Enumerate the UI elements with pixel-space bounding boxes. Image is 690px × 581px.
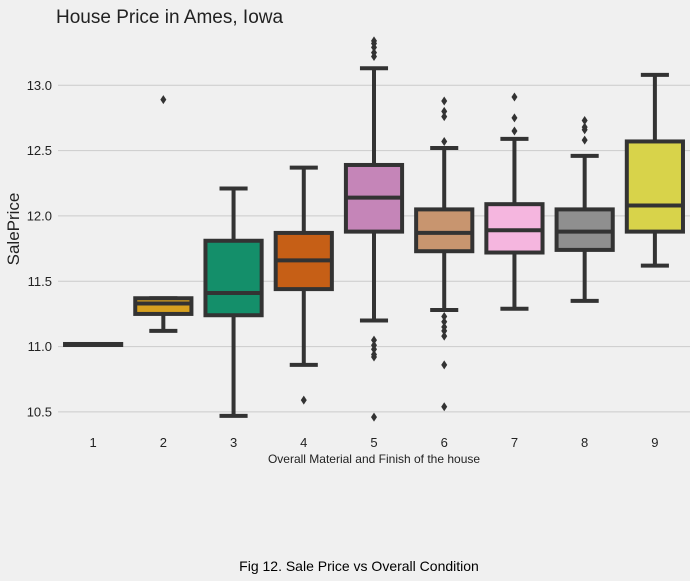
outlier-point xyxy=(441,360,448,370)
y-tick-label: 12.5 xyxy=(27,143,52,158)
x-tick-label: 2 xyxy=(160,435,167,450)
x-tick-label: 3 xyxy=(230,435,237,450)
box-body xyxy=(133,296,194,316)
outlier-point xyxy=(160,95,167,105)
y-axis-label: SalePrice xyxy=(4,193,23,266)
outlier-point xyxy=(441,112,448,122)
box-body xyxy=(624,139,685,234)
box-body xyxy=(203,238,264,318)
x-tick-label: 6 xyxy=(441,435,448,450)
outlier-point xyxy=(371,340,377,350)
outlier-point xyxy=(581,116,588,126)
figure-caption: Fig 12. Sale Price vs Overall Condition xyxy=(239,558,479,574)
outlier-point xyxy=(441,317,448,327)
outlier-point xyxy=(511,126,518,136)
y-tick-label: 10.5 xyxy=(27,404,52,419)
outlier-point xyxy=(371,349,377,359)
x-tick-label: 9 xyxy=(651,435,658,450)
outlier-point xyxy=(371,335,377,345)
y-tick-label: 11.0 xyxy=(28,339,52,354)
x-tick-label: 4 xyxy=(300,435,307,450)
outlier-point xyxy=(441,136,448,146)
outlier-point xyxy=(581,135,588,145)
outlier-point xyxy=(371,412,377,422)
chart-title: House Price in Ames, Iowa xyxy=(56,7,283,28)
outlier-point xyxy=(441,331,448,341)
box-body xyxy=(414,207,475,254)
outlier-point xyxy=(441,96,448,106)
y-tick-label: 12.0 xyxy=(27,208,52,223)
x-axis-label: Overall Material and Finish of the house xyxy=(268,452,480,466)
outlier-point xyxy=(511,113,518,123)
y-tick-label: 13.0 xyxy=(27,78,52,93)
outlier-point xyxy=(581,122,588,132)
outlier-point xyxy=(441,106,448,116)
outlier-point xyxy=(511,92,518,102)
outlier-point xyxy=(441,402,448,412)
outlier-point xyxy=(371,36,377,46)
outlier-point xyxy=(300,395,307,405)
x-tick-label: 5 xyxy=(370,435,377,450)
x-tick-label: 8 xyxy=(581,435,588,450)
y-tick-label: 11.5 xyxy=(28,274,52,289)
x-tick-label: 1 xyxy=(89,435,96,450)
boxplot-chart: House Price in Ames, Iowa 10.5 11.0 11.5 12.… xyxy=(4,7,690,466)
outlier-point xyxy=(371,48,377,58)
outlier-point xyxy=(441,322,448,332)
x-tick-label: 7 xyxy=(511,435,518,450)
outlier-point xyxy=(441,312,448,322)
